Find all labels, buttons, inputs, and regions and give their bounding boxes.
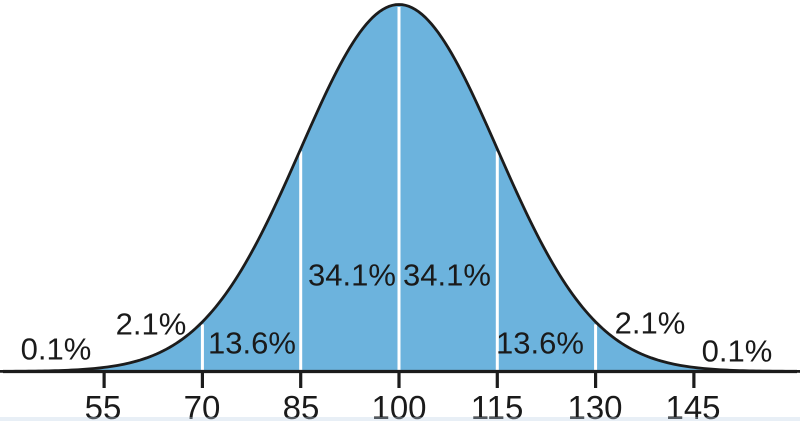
bottom-edge-strip (0, 417, 800, 421)
segment-label-85-100: 34.1% (308, 257, 396, 293)
x-tick-label-70: 70 (183, 389, 221, 421)
x-tick-label-130: 130 (567, 389, 623, 421)
segment-label-below-55: 0.1% (20, 331, 92, 367)
x-tick-label-55: 55 (84, 389, 122, 421)
segment-label-70-85: 13.6% (208, 325, 296, 361)
x-tick-label-115: 115 (470, 389, 524, 421)
segment-label-55-70: 2.1% (115, 306, 187, 342)
segment-label-115-130: 13.6% (496, 325, 584, 361)
x-tick-label-85: 85 (282, 389, 320, 421)
segment-label-100-115: 34.1% (403, 257, 491, 293)
segment-label-above-145: 0.1% (701, 333, 773, 369)
x-tick-label-145: 145 (665, 389, 721, 421)
distribution-curve (0, 3, 800, 373)
segment-label-130-145: 2.1% (614, 305, 686, 341)
x-tick-label-100: 100 (371, 389, 427, 421)
